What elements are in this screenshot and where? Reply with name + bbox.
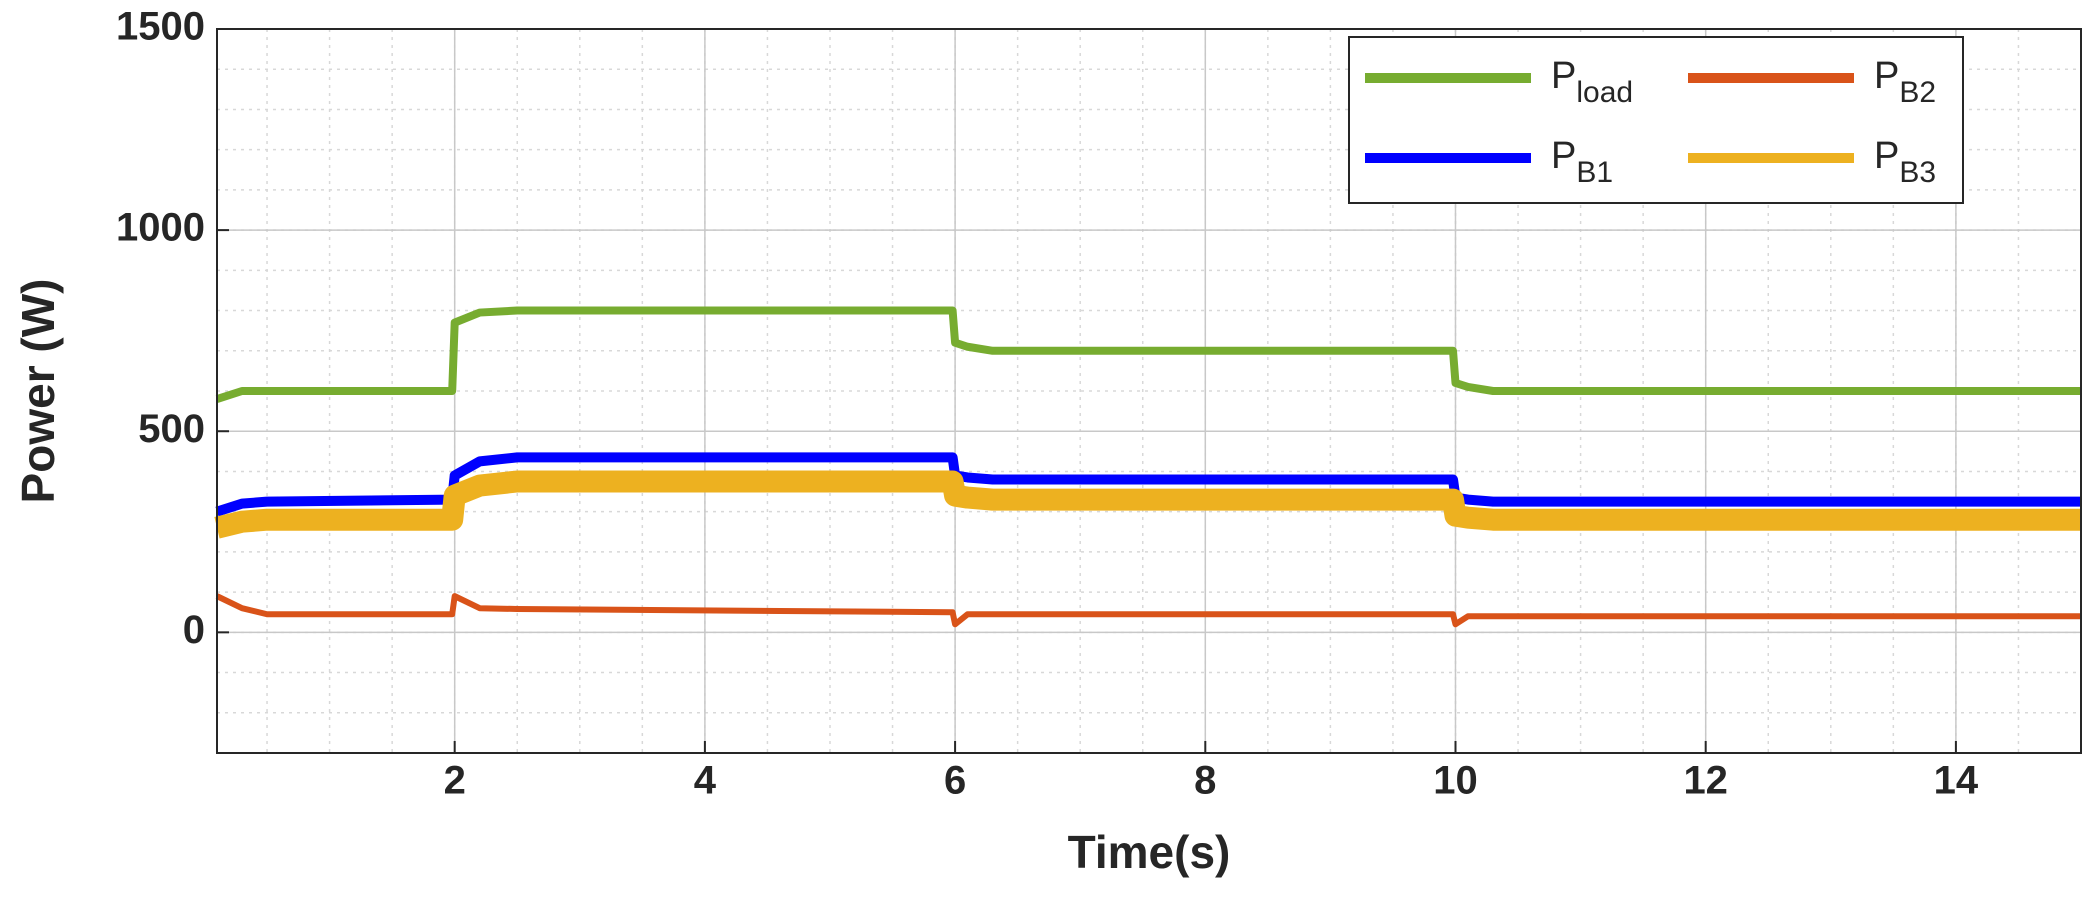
y-tick-label: 1000 — [116, 206, 205, 250]
legend-label: PB3 — [1874, 135, 1936, 189]
y-tick-label: 500 — [138, 407, 205, 451]
x-tick-label: 10 — [1433, 759, 1478, 803]
y-tick-label: 0 — [183, 608, 205, 652]
x-tick-label: 12 — [1683, 759, 1728, 803]
x-tick-label: 8 — [1194, 759, 1216, 803]
x-tick-label: 2 — [444, 759, 466, 803]
data-line — [215, 593, 2081, 628]
x-tick-label: 4 — [694, 759, 717, 803]
legend-label: PB1 — [1551, 135, 1613, 189]
x-axis-label: Time(s) — [1068, 826, 1231, 878]
data-line — [215, 306, 2081, 403]
legend-label: PB2 — [1874, 55, 1936, 109]
y-axis-label: Power (W) — [12, 279, 64, 504]
y-tick-label: 1500 — [116, 5, 205, 49]
plot-border — [216, 28, 2082, 754]
legend-box — [1348, 36, 1964, 204]
data-line — [214, 470, 2081, 539]
x-tick-label: 6 — [944, 759, 966, 803]
x-tick-label: 14 — [1934, 759, 1979, 803]
legend-label: Pload — [1551, 55, 1633, 109]
